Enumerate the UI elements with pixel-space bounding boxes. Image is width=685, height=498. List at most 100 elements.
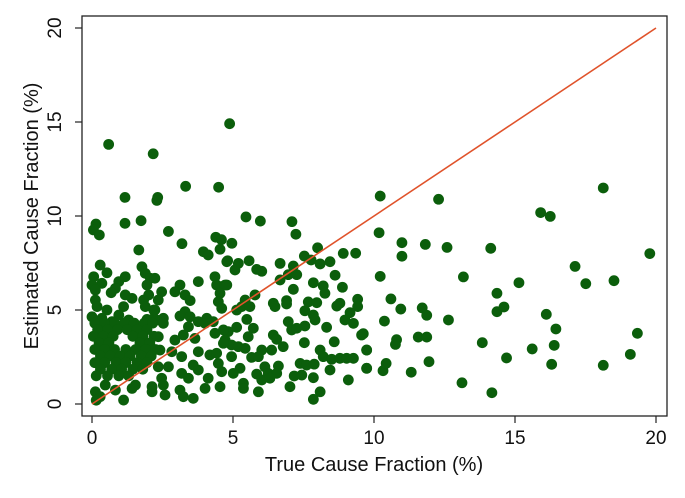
data-point bbox=[390, 339, 401, 350]
data-point bbox=[219, 279, 231, 291]
data-point bbox=[307, 372, 319, 384]
data-point bbox=[274, 257, 286, 269]
data-point bbox=[305, 254, 317, 266]
data-point bbox=[149, 304, 161, 316]
data-point bbox=[544, 210, 556, 222]
data-point bbox=[441, 241, 453, 253]
x-tick-label: 15 bbox=[504, 428, 525, 449]
y-axis-label: Estimated Cause Fraction (%) bbox=[21, 83, 43, 350]
data-point bbox=[216, 366, 228, 378]
data-point bbox=[269, 301, 281, 313]
data-point bbox=[498, 301, 510, 313]
data-point bbox=[163, 361, 174, 373]
data-point bbox=[180, 180, 192, 192]
data-point bbox=[184, 295, 196, 306]
x-axis: 0 5 10 15 20 bbox=[87, 416, 667, 449]
data-point bbox=[291, 322, 303, 334]
data-point bbox=[209, 271, 221, 283]
data-point bbox=[501, 352, 512, 364]
data-point bbox=[307, 277, 319, 289]
y-tick-label: 0 bbox=[45, 399, 66, 410]
data-point bbox=[133, 244, 145, 256]
data-point bbox=[337, 281, 348, 293]
data-point bbox=[412, 331, 424, 343]
data-point bbox=[101, 304, 113, 316]
data-point bbox=[227, 367, 239, 379]
data-point bbox=[457, 271, 469, 283]
data-point bbox=[277, 341, 289, 353]
data-point bbox=[348, 317, 359, 329]
data-point bbox=[187, 392, 199, 404]
data-point bbox=[127, 330, 139, 342]
data-point bbox=[252, 386, 264, 398]
data-point bbox=[374, 270, 386, 282]
data-point bbox=[287, 283, 299, 295]
data-point bbox=[264, 372, 276, 384]
data-point bbox=[192, 276, 204, 288]
data-point bbox=[421, 309, 433, 321]
data-point bbox=[88, 271, 100, 283]
data-point bbox=[105, 287, 117, 299]
data-point bbox=[339, 314, 351, 326]
data-point bbox=[548, 339, 560, 351]
data-point bbox=[119, 191, 131, 203]
data-point bbox=[580, 278, 592, 290]
data-point bbox=[284, 381, 296, 393]
data-point bbox=[151, 194, 163, 206]
data-point bbox=[102, 370, 113, 382]
data-point bbox=[395, 303, 407, 315]
data-point bbox=[328, 336, 340, 348]
data-point bbox=[216, 234, 227, 246]
data-point bbox=[326, 353, 338, 365]
data-point bbox=[183, 321, 194, 333]
data-point bbox=[271, 333, 283, 345]
data-point bbox=[213, 181, 225, 193]
data-point bbox=[244, 301, 256, 313]
data-point bbox=[361, 344, 373, 356]
data-point bbox=[212, 357, 224, 369]
data-point bbox=[337, 248, 349, 259]
x-tick-label: 10 bbox=[363, 428, 384, 449]
data-point bbox=[176, 351, 188, 363]
points-layer bbox=[86, 118, 656, 406]
data-point bbox=[296, 369, 308, 381]
data-point bbox=[229, 264, 241, 276]
data-point bbox=[226, 237, 238, 249]
data-point bbox=[298, 337, 310, 349]
data-point bbox=[631, 327, 643, 339]
data-point bbox=[321, 321, 333, 333]
x-tick-label: 20 bbox=[645, 428, 666, 449]
data-point bbox=[624, 348, 636, 360]
data-point bbox=[139, 301, 151, 313]
data-point bbox=[118, 394, 129, 406]
data-point bbox=[331, 300, 343, 312]
data-point bbox=[242, 331, 254, 343]
data-point bbox=[202, 372, 214, 384]
data-point bbox=[266, 344, 278, 356]
data-point bbox=[238, 382, 249, 394]
data-point bbox=[184, 311, 196, 323]
y-tick-label: 15 bbox=[45, 111, 66, 132]
data-point bbox=[319, 287, 331, 299]
data-point bbox=[286, 216, 298, 228]
data-point bbox=[99, 379, 111, 391]
data-point bbox=[183, 372, 194, 384]
data-point bbox=[485, 242, 497, 254]
data-point bbox=[433, 193, 444, 205]
data-point bbox=[324, 256, 336, 268]
data-point bbox=[209, 327, 221, 339]
data-point bbox=[216, 302, 228, 314]
data-point bbox=[314, 258, 326, 270]
data-point bbox=[312, 242, 323, 254]
data-point bbox=[214, 243, 226, 255]
data-point bbox=[597, 359, 609, 371]
y-axis: 0 5 10 15 20 bbox=[45, 17, 82, 409]
data-point bbox=[252, 351, 264, 363]
data-point bbox=[156, 286, 168, 298]
data-point bbox=[214, 381, 226, 393]
data-point bbox=[89, 284, 101, 296]
data-point bbox=[224, 118, 236, 130]
data-point bbox=[302, 296, 314, 308]
data-point bbox=[147, 148, 159, 160]
data-point bbox=[174, 310, 186, 322]
